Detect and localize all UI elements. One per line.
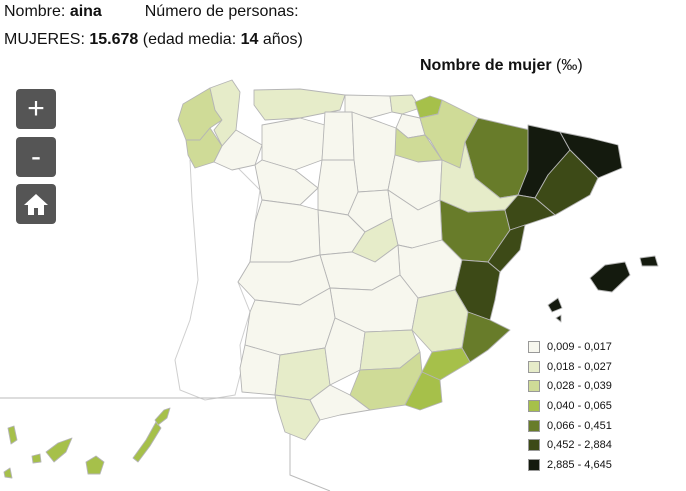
home-button[interactable] — [16, 184, 56, 224]
province-mallorca[interactable] — [589, 261, 631, 293]
name-value: aina — [69, 3, 102, 20]
legend-label: 0,452 - 2,884 — [547, 439, 612, 452]
women-count: 15.678 — [89, 31, 139, 48]
province-murcia[interactable] — [421, 347, 471, 381]
province-burgos[interactable] — [351, 111, 397, 193]
province-malaga[interactable] — [309, 384, 371, 421]
legend-label: 0,040 - 0,065 — [547, 399, 612, 412]
map-legend: 0,009 - 0,017 0,018 - 0,027 0,028 - 0,039 0… — [528, 337, 612, 475]
map-title-text: Nombre de mujer — [420, 57, 552, 74]
map-title-unit: (‰) — [556, 57, 583, 74]
age-prefix: (edad media: — [142, 31, 237, 48]
province-gran-canaria[interactable] — [85, 455, 105, 475]
zoom-out-button[interactable]: - — [16, 137, 56, 177]
province-el-hierro[interactable] — [3, 467, 13, 479]
legend-swatch — [528, 340, 540, 353]
province-la-palma[interactable] — [7, 425, 18, 445]
province-leon[interactable] — [261, 117, 326, 171]
legend-swatch — [528, 458, 540, 471]
legend-label: 0,009 - 0,017 — [547, 340, 612, 353]
age-value: 14 — [240, 31, 259, 48]
province-menorca[interactable] — [639, 255, 659, 267]
legend-item: 0,009 - 0,017 — [528, 337, 612, 357]
legend-swatch — [528, 360, 540, 373]
legend-swatch — [528, 439, 540, 452]
legend-label: 2,885 - 4,645 — [547, 458, 612, 471]
age-suffix: años) — [262, 31, 303, 48]
zoom-in-button[interactable]: + — [16, 89, 56, 129]
province-ibiza[interactable] — [547, 297, 563, 313]
legend-label: 0,018 - 0,027 — [547, 360, 612, 373]
province-la-gomera[interactable] — [31, 453, 42, 464]
legend-swatch — [528, 419, 540, 432]
province-bizkaia[interactable] — [389, 94, 421, 115]
province-formentera[interactable] — [555, 314, 562, 323]
legend-item: 0,452 - 2,884 — [528, 435, 612, 455]
legend-swatch — [528, 380, 540, 393]
province-palencia[interactable] — [321, 111, 355, 161]
legend-item: 0,066 - 0,451 — [528, 416, 612, 436]
women-line: MUJERES: 15.678 (edad media: 14 años) — [4, 31, 303, 49]
legend-label: 0,066 - 0,451 — [547, 419, 612, 432]
province-cantabria[interactable] — [344, 94, 393, 119]
province-alicante[interactable] — [461, 311, 511, 363]
province-albacete[interactable] — [411, 289, 469, 353]
province-asturias[interactable] — [253, 88, 346, 121]
persons-label: Número de personas: — [144, 3, 299, 20]
canary-frame — [0, 397, 331, 491]
name-label: Nombre: — [4, 3, 66, 20]
legend-item: 0,028 - 0,039 — [528, 376, 612, 396]
legend-swatch — [528, 399, 540, 412]
legend-item: 2,885 - 4,645 — [528, 455, 612, 475]
map-title: Nombre de mujer (‰) — [420, 57, 583, 75]
province-huelva[interactable] — [239, 344, 281, 396]
province-lanzarote[interactable] — [154, 407, 171, 426]
province-tenerife[interactable] — [45, 437, 73, 463]
legend-label: 0,028 - 0,039 — [547, 380, 612, 393]
legend-item: 0,018 - 0,027 — [528, 357, 612, 377]
province-salamanca[interactable] — [249, 199, 321, 263]
province-fuerteventura[interactable] — [132, 421, 162, 463]
legend-item: 0,040 - 0,065 — [528, 396, 612, 416]
province-almeria[interactable] — [404, 371, 443, 411]
home-icon — [24, 194, 48, 215]
name-line: Nombre: aina Número de personas: — [4, 3, 299, 21]
women-label: MUJERES: — [4, 31, 85, 48]
